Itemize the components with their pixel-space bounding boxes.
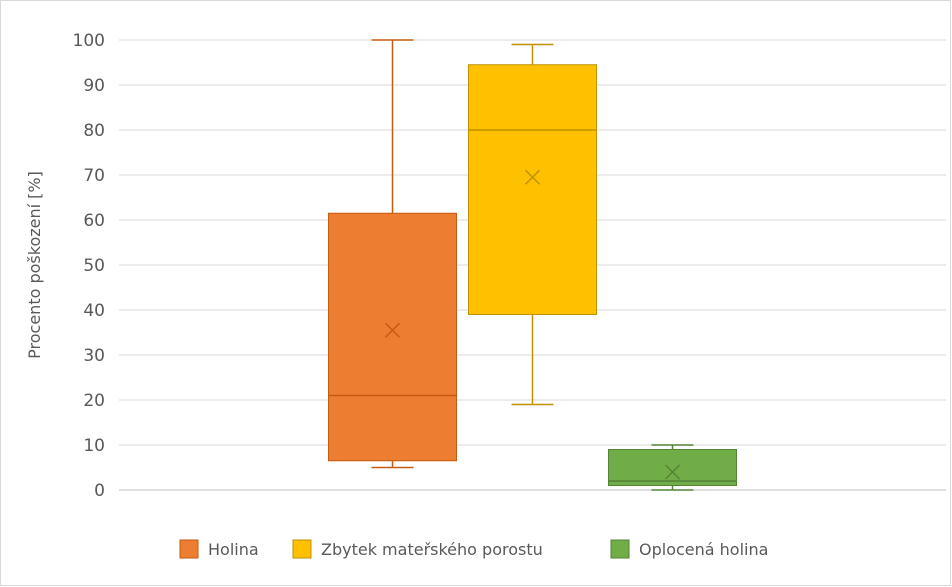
legend-item: Oplocená holina [610,539,768,559]
y-tick-label: 20 [83,391,105,411]
y-axis-title: Procento poškození [%] [25,171,44,359]
y-tick-label: 90 [83,76,105,96]
legend-swatch [179,539,199,559]
legend-label: Holina [208,540,259,559]
box-3 [608,444,737,491]
boxes [328,39,737,491]
y-tick-label: 100 [73,31,105,51]
y-tick-label: 70 [83,166,105,186]
mean-marker [524,169,541,185]
box-2 [468,43,597,406]
mean-marker [384,322,401,338]
legend-item: Holina [179,539,259,559]
box-1 [328,39,457,469]
iqr-box [608,449,737,486]
legend-label: Oplocená holina [639,540,768,559]
y-tick-label: 80 [83,121,105,141]
y-tick-label: 40 [83,301,105,321]
legend-item: Zbytek mateřského porostu [292,539,543,559]
mean-marker [664,464,681,480]
y-tick-label: 50 [83,256,105,276]
legend-swatch [610,539,630,559]
iqr-box [468,64,597,315]
y-tick-label: 60 [83,211,105,231]
legend-swatch [292,539,312,559]
legend: Holina Zbytek mateřského porostu Oplocená … [179,539,768,559]
y-axis-ticks: 0 10 20 30 40 50 60 70 80 90 100 [73,31,105,501]
legend-label: Zbytek mateřského porostu [321,540,543,559]
iqr-box [328,212,457,462]
y-tick-label: 10 [83,436,105,456]
y-tick-label: 0 [94,481,105,501]
y-tick-label: 30 [83,346,105,366]
